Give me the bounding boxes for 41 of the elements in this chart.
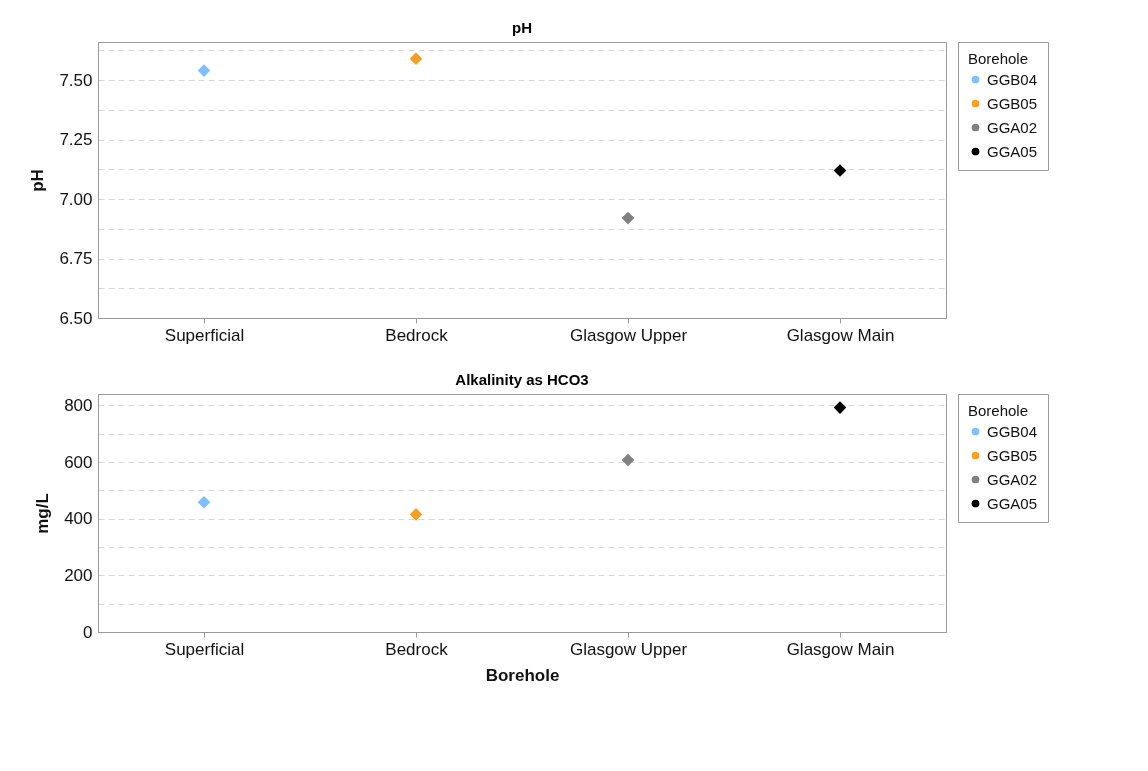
legend-title: Borehole (968, 402, 1029, 419)
y-tick-label: 800 (64, 395, 93, 415)
chart-title: Alkalinity as HCO3 (455, 370, 589, 388)
legend-label: GGB05 (987, 446, 1038, 464)
point (621, 453, 635, 467)
x-tick-label: Glasgow Main (786, 325, 895, 345)
y-tick-label: 6.50 (59, 308, 93, 328)
y-tick-label: 7.00 (59, 189, 93, 209)
legend-label: GGB05 (987, 94, 1038, 112)
point (621, 211, 635, 225)
y-tick-label: 200 (64, 565, 93, 585)
x-tick-label: Superficial (164, 639, 245, 659)
y-tick-label: 400 (64, 509, 93, 529)
legend-label: GGA02 (987, 470, 1038, 488)
point (833, 401, 847, 414)
y-axis-title: pH (28, 169, 48, 192)
point (833, 164, 847, 177)
legend-label: GGA02 (987, 118, 1038, 136)
x-tick-label: Superficial (164, 325, 245, 345)
chart-title: pH (512, 18, 532, 36)
x-axis-title: Borehole (485, 665, 560, 685)
x-tick-label: Bedrock (385, 325, 449, 345)
y-tick-label: 6.75 (59, 249, 93, 269)
legend-label: GGA05 (987, 494, 1038, 512)
legend-label: GGB04 (987, 70, 1038, 88)
y-tick-label: 0 (83, 622, 93, 642)
y-tick-label: 7.50 (59, 70, 93, 90)
y-axis-title: mg/L (33, 493, 53, 534)
x-tick-label: Glasgow Upper (569, 639, 688, 659)
x-tick-label: Bedrock (385, 639, 449, 659)
point (409, 508, 423, 521)
legend-label: GGB04 (987, 422, 1038, 440)
legend-title: Borehole (968, 50, 1029, 67)
y-tick-label: 7.25 (59, 130, 93, 150)
x-tick-label: Glasgow Main (786, 639, 895, 659)
x-tick-label: Glasgow Upper (569, 325, 688, 345)
y-tick-label: 600 (64, 452, 93, 472)
legend-label: GGA05 (987, 142, 1038, 160)
point (197, 495, 211, 509)
point (197, 64, 211, 77)
point (409, 52, 423, 65)
